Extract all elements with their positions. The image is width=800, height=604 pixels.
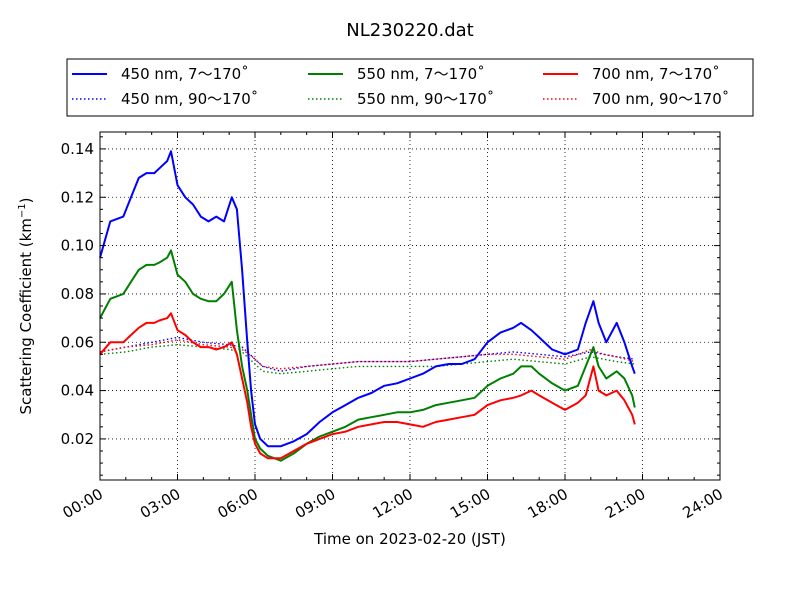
x-tick-label: 21:00 [602,485,648,522]
series-line-2 [99,249,636,462]
x-tick-label: 15:00 [447,485,493,522]
series-line-5 [99,344,635,375]
series-line-4 [99,336,635,372]
series-line-3 [99,312,636,460]
y-axis-label: Scattering Coefficient (km−1) [17,197,35,414]
legend-label: 550 nm, 90～170˚ [357,90,494,108]
y-tick-label: 0.02 [61,430,94,448]
y-axis-label-main: Scattering Coefficient (km [17,218,35,414]
x-tick-label: 00:00 [60,485,106,522]
series-line-6 [99,339,635,370]
y-tick-label: 0.06 [61,333,94,351]
legend-label: 450 nm, 90～170˚ [121,90,258,108]
y-tick-label: 0.10 [61,237,94,255]
chart-title: NL230220.dat [346,20,473,41]
y-axis-label-tail: ) [17,197,35,203]
y-axis-label-sup: −1 [17,203,28,218]
x-tick-label: 09:00 [292,485,338,522]
y-tick-label: 0.04 [61,382,94,400]
legend-label: 450 nm, 7～170˚ [121,65,249,83]
x-axis-label: Time on 2023-02-20 (JST) [313,530,506,548]
legend-label: 550 nm, 7～170˚ [357,65,485,83]
y-tick-label: 0.08 [61,285,94,303]
x-tick-label: 12:00 [370,485,416,522]
x-tick-label: 24:00 [680,485,726,522]
legend-label: 700 nm, 7～170˚ [592,65,720,83]
x-tick-label: 18:00 [525,485,571,522]
series-layer [99,150,636,462]
x-tick-label: 03:00 [137,485,183,522]
legend-label: 700 nm, 90～170˚ [592,90,729,108]
grid [100,132,720,480]
y-tick-label: 0.14 [61,140,94,158]
series-line-1 [99,150,636,448]
ticks: 00:00 03:00 06:00 09:00 12:00 15:00 18:00 21:00… [60,132,726,522]
y-tick-label: 0.12 [61,188,94,206]
legend-frame [66,58,754,117]
x-tick-label: 06:00 [215,485,261,522]
legend: 450 nm, 7～170˚ 550 nm, 7～170˚ 700 nm, 7～17… [66,58,754,117]
